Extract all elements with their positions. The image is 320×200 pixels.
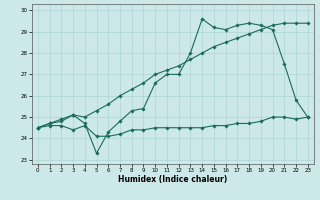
X-axis label: Humidex (Indice chaleur): Humidex (Indice chaleur) (118, 175, 228, 184)
